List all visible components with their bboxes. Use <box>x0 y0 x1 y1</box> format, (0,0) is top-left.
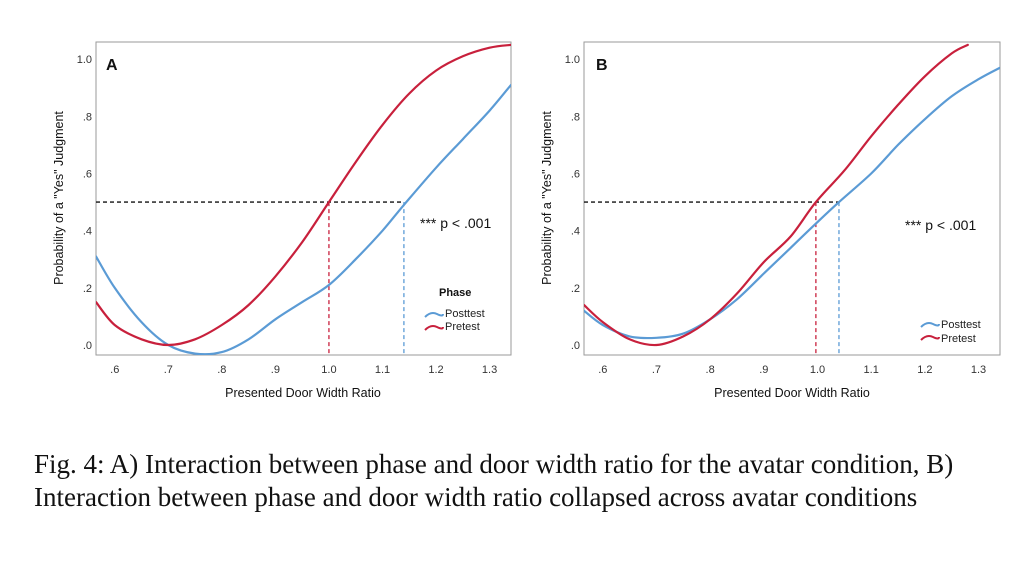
legend-item-posttest: Posttest <box>920 319 981 331</box>
series-line-posttest <box>96 83 511 355</box>
legend-swatch <box>920 322 940 328</box>
chart-panel-a: .0 .2 .4 .6 .8 1.0 .6 .7 .8 .9 1.0 1.1 1.2 1.3 A ***… <box>52 41 512 400</box>
x-axis-title: Presented Door Width Ratio <box>714 386 870 400</box>
panel-letter: B <box>596 57 608 74</box>
legend-label: Pretest <box>445 321 480 333</box>
chart-panel-b: .0 .2 .4 .6 .8 1.0 .6 .7 .8 .9 1.0 1.1 1.2 1.3 B ***… <box>540 41 1001 400</box>
legend-swatch <box>424 325 444 331</box>
plot-frame <box>583 41 1001 356</box>
threshold-guides <box>584 201 840 355</box>
x-tick-label: 1.3 <box>971 364 986 376</box>
significance-annotation: *** p < .001 <box>420 215 491 231</box>
y-tick-label: .4 <box>83 226 92 238</box>
x-tick-label: .9 <box>759 364 768 376</box>
x-tick-label: .7 <box>164 364 173 376</box>
x-tick-labels: .6 .7 .8 .9 1.0 1.1 1.2 1.3 <box>110 364 497 376</box>
legend-label: Posttest <box>941 319 981 331</box>
x-tick-label: .6 <box>598 364 607 376</box>
y-tick-label: 1.0 <box>77 54 92 66</box>
y-tick-label: .6 <box>571 168 580 180</box>
y-axis-title: Probability of a "Yes" Judgment <box>540 111 554 285</box>
series-lines <box>96 43 511 355</box>
legend-label: Posttest <box>445 308 485 320</box>
legend-label: Pretest <box>941 333 976 345</box>
series-line-posttest <box>584 66 1000 340</box>
x-tick-label: 1.1 <box>375 364 390 376</box>
series-lines <box>584 43 1000 347</box>
legend-swatch <box>920 335 940 341</box>
threshold-guides <box>96 201 405 355</box>
y-tick-label: 1.0 <box>565 54 580 66</box>
y-tick-label: .0 <box>83 340 92 352</box>
y-tick-label: .0 <box>571 340 580 352</box>
x-tick-label: .7 <box>652 364 661 376</box>
x-tick-label: 1.0 <box>321 364 336 376</box>
y-axis-title: Probability of a "Yes" Judgment <box>52 111 66 285</box>
x-tick-label: 1.1 <box>864 364 879 376</box>
significance-annotation: *** p < .001 <box>905 217 976 233</box>
y-tick-labels: .0 .2 .4 .6 .8 1.0 <box>565 54 580 352</box>
legend-item-pretest: Pretest <box>920 333 976 345</box>
x-tick-label: 1.0 <box>810 364 825 376</box>
panel-letter: A <box>106 57 118 74</box>
legend-title: Phase <box>439 287 471 299</box>
x-tick-label: 1.2 <box>428 364 443 376</box>
plot-frame <box>95 41 512 356</box>
legend-item-pretest: Pretest <box>424 321 480 333</box>
series-line-pretest <box>96 43 511 347</box>
legend-swatch <box>424 312 444 318</box>
y-tick-label: .2 <box>571 283 580 295</box>
x-tick-label: 1.2 <box>917 364 932 376</box>
y-tick-label: .8 <box>571 111 580 123</box>
x-tick-label: .6 <box>110 364 119 376</box>
x-axis-title: Presented Door Width Ratio <box>225 386 381 400</box>
x-tick-label: .8 <box>706 364 715 376</box>
x-tick-labels: .6 .7 .8 .9 1.0 1.1 1.2 1.3 <box>598 364 986 376</box>
figure-caption: Fig. 4: A) Interaction between phase and… <box>34 449 954 512</box>
y-tick-label: .2 <box>83 283 92 295</box>
x-tick-label: 1.3 <box>482 364 497 376</box>
x-tick-label: .8 <box>217 364 226 376</box>
y-tick-label: .6 <box>83 168 92 180</box>
series-line-pretest <box>584 43 969 347</box>
x-tick-label: .9 <box>271 364 280 376</box>
y-tick-labels: .0 .2 .4 .6 .8 1.0 <box>77 54 92 352</box>
y-tick-label: .4 <box>571 226 580 238</box>
y-tick-label: .8 <box>83 111 92 123</box>
legend-item-posttest: Posttest <box>424 308 485 320</box>
